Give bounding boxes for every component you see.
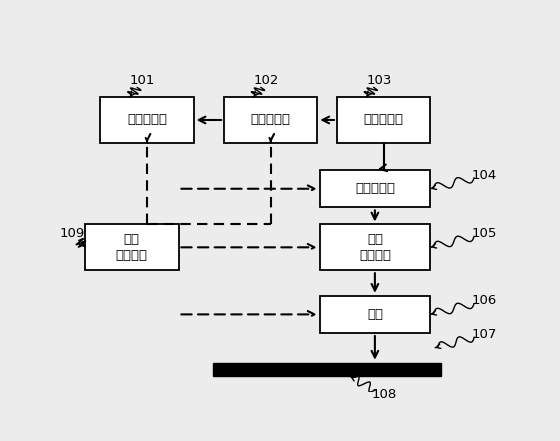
Text: 104: 104 bbox=[472, 168, 497, 182]
Text: 透镜: 透镜 bbox=[367, 308, 383, 321]
Text: 声光调制器: 声光调制器 bbox=[251, 113, 291, 127]
Text: 107: 107 bbox=[472, 328, 497, 341]
FancyBboxPatch shape bbox=[224, 97, 318, 143]
FancyBboxPatch shape bbox=[213, 363, 441, 376]
FancyBboxPatch shape bbox=[85, 224, 179, 270]
Text: 105: 105 bbox=[472, 227, 497, 240]
Text: 飞秒激光器: 飞秒激光器 bbox=[127, 113, 167, 127]
FancyBboxPatch shape bbox=[100, 97, 194, 143]
Text: 106: 106 bbox=[472, 294, 497, 307]
Text: 反射镜系统: 反射镜系统 bbox=[363, 113, 404, 127]
FancyBboxPatch shape bbox=[320, 296, 430, 333]
Text: 108: 108 bbox=[371, 389, 396, 401]
FancyBboxPatch shape bbox=[320, 170, 430, 207]
Text: 102: 102 bbox=[254, 74, 279, 86]
Text: 109: 109 bbox=[59, 227, 85, 240]
Text: 101: 101 bbox=[130, 74, 155, 86]
FancyBboxPatch shape bbox=[320, 224, 430, 270]
FancyBboxPatch shape bbox=[337, 97, 430, 143]
Text: 激光
扫描系统: 激光 扫描系统 bbox=[359, 233, 391, 262]
Text: 偏振控制器: 偏振控制器 bbox=[355, 182, 395, 195]
Text: 103: 103 bbox=[367, 74, 392, 86]
Text: 电脑
控制系统: 电脑 控制系统 bbox=[116, 233, 148, 262]
